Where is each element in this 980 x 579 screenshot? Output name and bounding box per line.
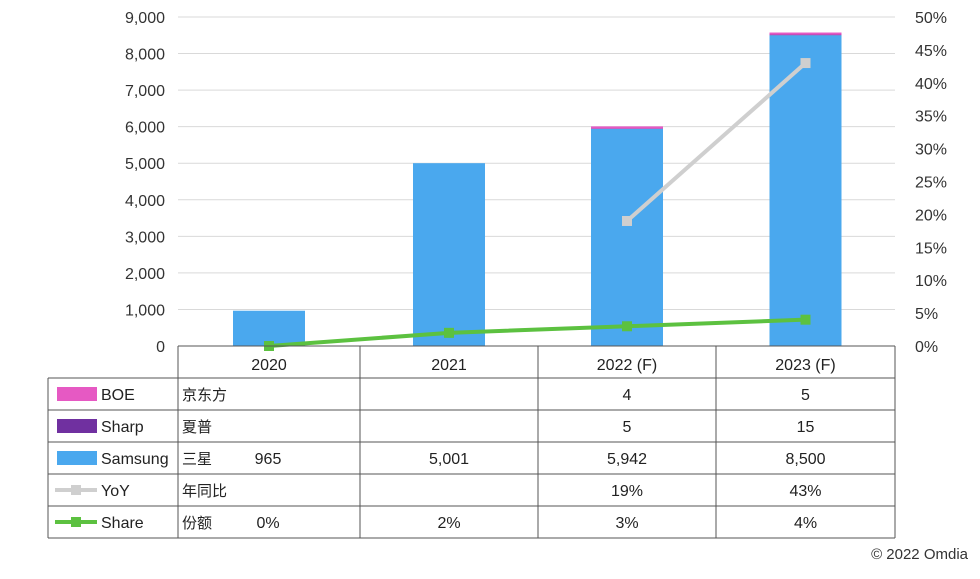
data-label: 965: [255, 451, 282, 468]
legend-swatch-samsung: [57, 451, 97, 465]
y-right-tick-label: 35%: [915, 109, 947, 126]
data-label: 0%: [256, 515, 279, 532]
data-label: 5: [801, 387, 810, 404]
x-category-label: 2020: [251, 357, 287, 374]
y-right-tick-label: 10%: [915, 273, 947, 290]
y-left-tick-label: 0: [156, 339, 165, 356]
y-left-tick-label: 2,000: [125, 266, 165, 283]
bar-samsung: [769, 35, 842, 347]
y-right-tick-label: 45%: [915, 43, 947, 60]
data-label: 3%: [615, 515, 638, 532]
data-label: 4: [623, 387, 632, 404]
legend-label-cn: 三星: [182, 451, 212, 468]
data-label: 4%: [794, 515, 817, 532]
data-label: 5: [623, 419, 632, 436]
y-left-tick-label: 5,000: [125, 156, 165, 173]
data-label: 19%: [611, 483, 643, 500]
y-left-tick-label: 7,000: [125, 83, 165, 100]
x-category-label: 2021: [431, 357, 467, 374]
legend-label-cn: 份额: [182, 515, 212, 532]
marker-share: [622, 321, 632, 332]
y-right-tick-label: 15%: [915, 240, 947, 257]
y-right-tick-label: 40%: [915, 76, 947, 93]
legend-label-cn: 夏普: [182, 419, 212, 436]
bar-boe: [591, 126, 663, 129]
y-left-tick-label: 6,000: [125, 120, 165, 137]
y-left-tick-label: 4,000: [125, 193, 165, 210]
legend-label-share: Share: [101, 515, 144, 532]
legend-label-yoy: YoY: [101, 483, 130, 500]
y-left-tick-label: 8,000: [125, 47, 165, 64]
legend-label-samsung: Samsung: [101, 451, 169, 468]
bar-samsung: [413, 163, 485, 346]
legend-swatch-boe: [57, 387, 97, 401]
x-category-label: 2023 (F): [775, 357, 835, 374]
y-left-tick-label: 9,000: [125, 10, 165, 27]
data-label: 8,500: [785, 451, 825, 468]
data-label: 5,942: [607, 451, 647, 468]
data-label: 15: [797, 419, 815, 436]
y-right-tick-label: 0%: [915, 339, 938, 356]
y-left-tick-label: 1,000: [125, 302, 165, 319]
y-right-tick-label: 50%: [915, 10, 947, 27]
y-right-tick-label: 25%: [915, 175, 947, 192]
y-right-tick-label: 20%: [915, 207, 947, 224]
data-label: 43%: [789, 483, 821, 500]
y-right-tick-label: 5%: [915, 306, 938, 323]
legend-label-boe: BOE: [101, 387, 135, 404]
legend-swatch-sharp: [57, 419, 97, 433]
y-left-tick-label: 3,000: [125, 229, 165, 246]
data-label: 5,001: [429, 451, 469, 468]
bar-samsung: [233, 310, 305, 346]
legend-marker-yoy: [71, 485, 81, 495]
legend-label-cn: 京东方: [182, 387, 227, 404]
x-category-label: 2022 (F): [597, 357, 657, 374]
marker-yoy: [800, 58, 811, 69]
line-yoy: [625, 61, 807, 223]
bar-samsung: [591, 128, 663, 346]
legend-label-cn: 年同比: [182, 483, 227, 500]
marker-share: [444, 327, 454, 338]
legend-marker-share: [71, 517, 81, 527]
line-share: [268, 317, 806, 348]
y-right-tick-label: 30%: [915, 142, 947, 159]
source-note: © 2022 Omdia: [871, 546, 969, 563]
marker-share: [800, 314, 811, 325]
legend-label-sharp: Sharp: [101, 419, 144, 436]
marker-yoy: [622, 215, 632, 226]
bar-boe: [769, 32, 842, 35]
data-label: 2%: [437, 515, 460, 532]
